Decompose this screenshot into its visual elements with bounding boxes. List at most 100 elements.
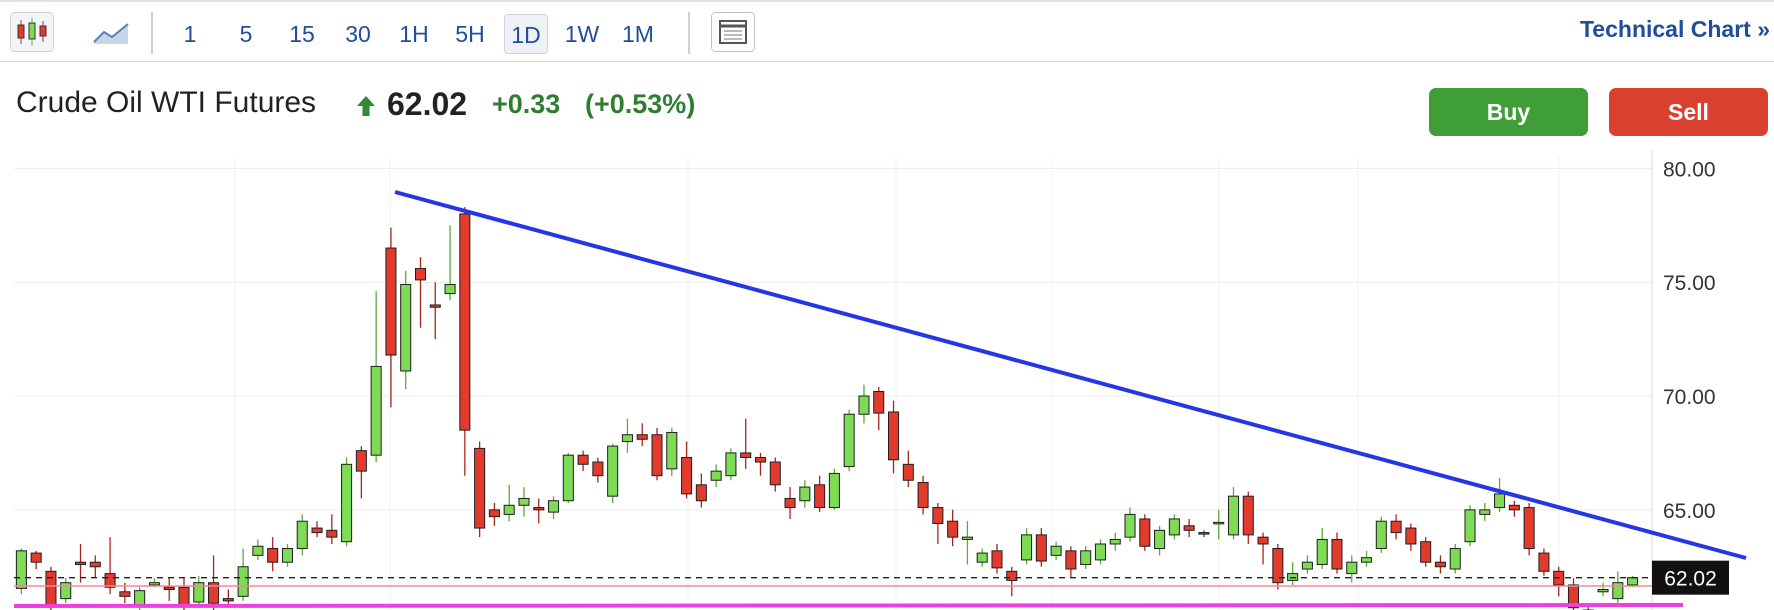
candle-body [1538,552,1550,572]
candle-body [488,509,500,518]
candle-body [30,552,42,563]
y-tick-label: 75.00 [1663,272,1716,295]
interval-button[interactable]: 1D [504,14,548,54]
interval-button[interactable]: 15 [289,21,315,47]
candle-body [148,582,160,586]
candle-body [1124,513,1136,538]
candle-body [1227,495,1240,536]
interval-button[interactable]: 30 [345,21,371,47]
resistance-trendline [394,190,1747,560]
candle-body [858,395,870,415]
candle-body [1139,518,1151,547]
candle-body [518,497,530,506]
separator [151,12,153,54]
candle-body [89,561,101,568]
candle-body [1361,557,1373,563]
candle-body [1021,534,1033,561]
candle-body [902,463,914,481]
candle-body [45,570,57,606]
price-change: +0.33 [492,89,561,119]
toolbar: 1 5 15 30 1H 5H 1D 1W 1M Technical Chart » [0,0,1774,62]
line-chart-icon[interactable] [92,18,130,48]
candle-body [1331,538,1343,570]
candle-body [1420,541,1432,563]
price-tag [1652,560,1729,595]
candle-body [1612,582,1624,600]
y-tick-label: 80.00 [1663,158,1716,181]
y-tick-label: 70.00 [1663,386,1716,409]
candle-body [1346,561,1358,575]
candle-body [1080,550,1092,565]
candle-body [1523,507,1535,550]
candle-body [1449,548,1461,570]
candle-body [311,527,323,534]
candle-body [887,411,900,461]
candle-body [873,390,885,414]
instrument-name: Crude Oil WTI Futures [16,86,317,119]
separator [688,12,690,54]
candle-body [326,529,338,538]
candle-body [267,548,279,563]
candle-body [414,268,427,281]
candle-body [459,213,471,431]
candle-body [991,550,1003,569]
candle-body [1301,561,1313,570]
candle-body [769,461,781,486]
candle-body [1272,548,1284,584]
interval-button[interactable]: 1 [183,21,197,47]
candle-body [1316,538,1328,565]
candle-body [1198,532,1210,535]
candle-body [370,365,382,456]
candle-body [104,573,116,588]
candle-body [1154,529,1166,550]
candle-body [296,520,308,550]
candle-body [208,582,220,604]
candle-body [1006,570,1018,581]
candle-body [15,550,27,589]
candle-body [134,590,146,606]
candle-body [1168,518,1180,536]
candle-body [651,434,663,477]
candle-body [725,452,737,477]
candle-body [917,482,929,509]
interval-group: 1 5 15 30 1H 5H 1D 1W 1M [162,14,666,54]
interval-button[interactable]: 1M [622,21,654,47]
candle-body [1508,504,1520,511]
interval-button[interactable]: 1W [564,21,600,47]
layout-icon[interactable] [711,12,755,52]
candle-body [1627,577,1639,586]
candle-body [74,561,87,565]
candle-body [592,461,604,477]
instrument-price: 62.02 [387,86,468,122]
candle-body [607,445,619,497]
vertical-grid [234,157,1560,610]
price-tag-label: 62.02 [1664,568,1717,591]
candle-body [444,283,456,295]
candle-body [681,456,693,495]
candle-body [577,454,589,465]
candle-body [1479,509,1491,515]
candle-body [1257,536,1269,545]
candle-body [828,472,840,509]
candle-body [1050,545,1062,556]
interval-button[interactable]: 5H [455,21,485,47]
sell-button[interactable]: Sell [1609,88,1768,136]
candle-body [1375,520,1387,550]
candle-body [281,548,293,563]
candle-body [548,500,560,513]
candle-body [1567,584,1580,609]
interval-button[interactable]: 5 [239,21,253,47]
buy-button[interactable]: Buy [1429,88,1588,136]
candle-body [474,447,486,529]
candle-body [1065,550,1077,570]
candle-chart-icon[interactable] [10,12,54,52]
technical-chart-link[interactable]: Technical Chart » [1579,16,1770,42]
candle-body [784,497,796,509]
candle-body [932,507,944,524]
candle-body [252,545,264,556]
interval-button[interactable]: 1H [399,21,429,47]
candle-body [385,247,397,356]
candle-body [961,536,973,540]
